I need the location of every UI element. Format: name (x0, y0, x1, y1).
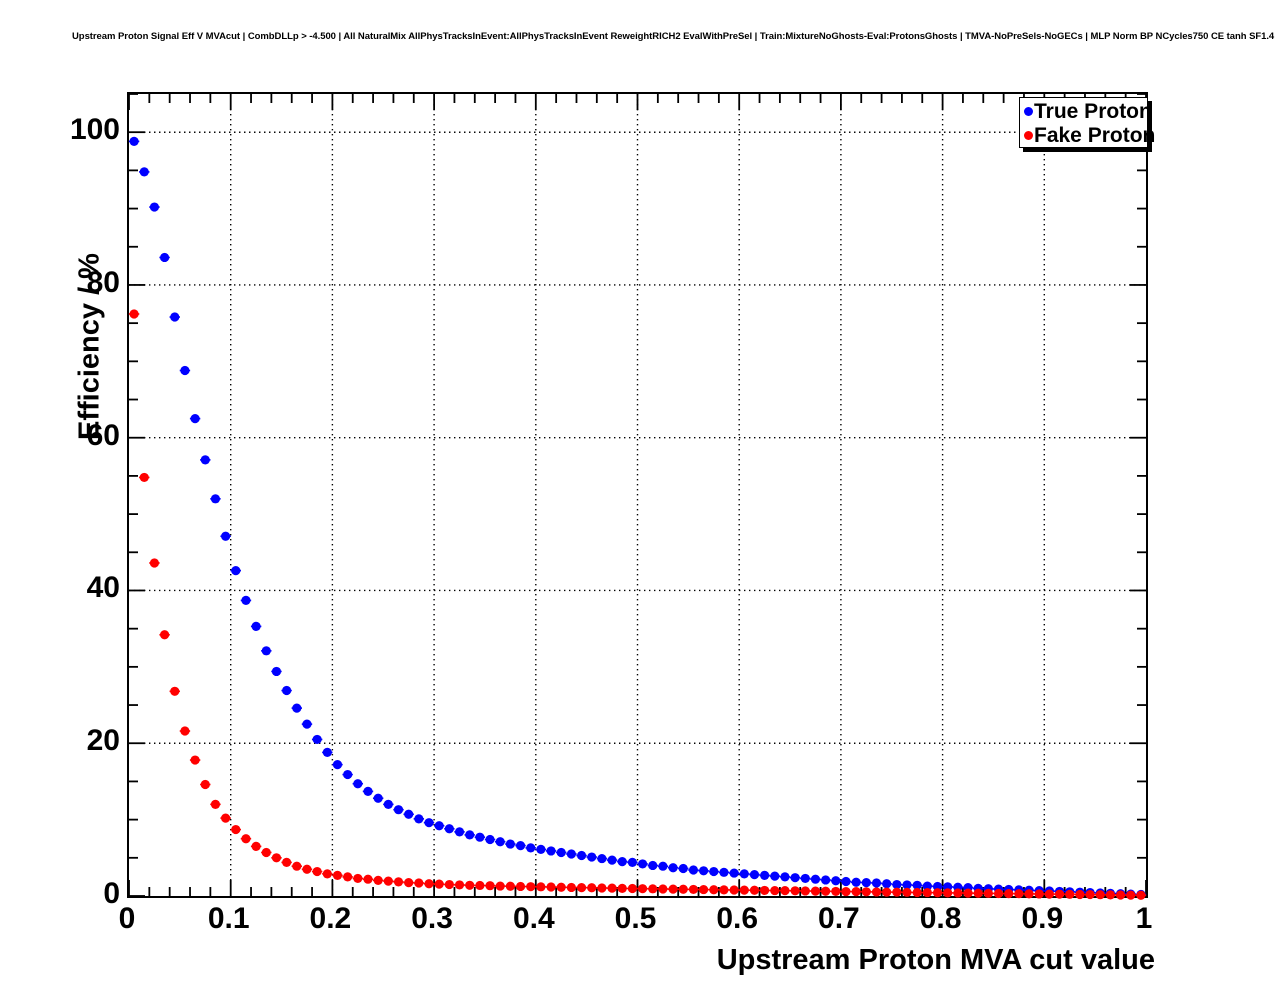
filled-circle-marker (1024, 130, 1033, 140)
y-tick-label: 20 (86, 724, 120, 758)
y-tick-label: 80 (86, 265, 120, 299)
x-tick-label: 0.8 (919, 902, 962, 935)
x-tick-label: 0.5 (614, 902, 657, 935)
filled-circle-marker (1024, 106, 1033, 116)
data-markers (128, 136, 1147, 900)
x-tick-label: 0 (118, 902, 136, 935)
legend-label: Fake Proton (1034, 123, 1156, 147)
y-tick-label: 40 (86, 571, 120, 605)
plot-area (128, 93, 1147, 900)
y-tick-label: 100 (69, 113, 120, 147)
x-tick-label: 0.9 (1021, 902, 1064, 935)
x-tick-label: 0.6 (716, 902, 759, 935)
series-true-proton (128, 136, 1147, 900)
x-axis-tick-labels: 0 0.1 0.2 0.3 0.4 0.5 0.6 0.7 0.8 0.9 1 (119, 902, 1153, 944)
y-tick-label: 0 (103, 877, 120, 910)
x-tick-label: 0.4 (512, 902, 555, 935)
legend-box: True Proton Fake Proton (1019, 97, 1155, 148)
x-tick-label: 1 (1135, 902, 1153, 935)
x-tick-label: 0.3 (411, 902, 453, 935)
legend-entry: True Proton (1023, 99, 1152, 123)
y-axis-tick-labels: 0 20 40 60 80 100 (8, 92, 120, 910)
grid-lines (129, 94, 1146, 896)
x-tick-label: 0.2 (309, 902, 352, 935)
y-tick-label: 60 (86, 418, 120, 452)
x-tick-label: 0.7 (818, 902, 860, 935)
plot-title: Upstream Proton Signal Eff V MVAcut | Co… (72, 31, 1276, 42)
legend-label: True Proton (1034, 99, 1152, 123)
legend-entry: Fake Proton (1023, 123, 1155, 147)
x-axis-title: Upstream Proton MVA cut value (716, 944, 1155, 976)
x-tick-label: 0.1 (207, 902, 250, 935)
plot-frame (127, 92, 1148, 900)
series-fake-proton (128, 309, 1147, 900)
